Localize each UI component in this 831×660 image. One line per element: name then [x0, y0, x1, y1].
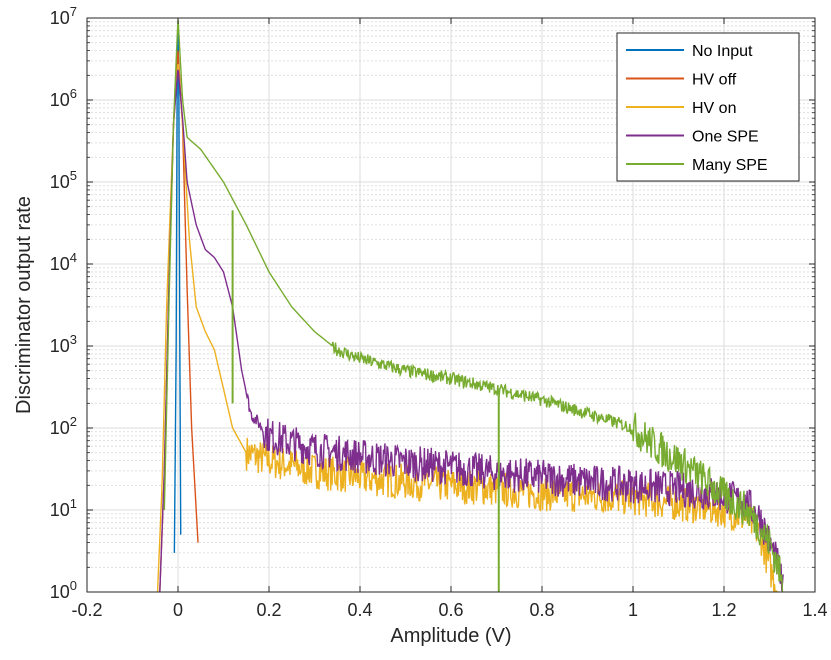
series-line-one-spe [159, 69, 784, 592]
y-tick-exponent: 1 [70, 496, 77, 511]
x-tick-label: 0.6 [438, 600, 463, 620]
legend-label: HV off [692, 72, 737, 89]
y-tick-label: 104 [50, 250, 77, 274]
y-tick-base: 10 [50, 336, 70, 356]
x-axis-title: Amplitude (V) [390, 625, 511, 647]
y-tick-base: 10 [50, 172, 70, 192]
y-tick-base: 10 [50, 418, 70, 438]
y-tick-exponent: 2 [70, 414, 77, 429]
y-tick-base: 10 [50, 8, 70, 28]
x-tick-label: 0.4 [347, 600, 372, 620]
y-tick-exponent: 0 [70, 578, 77, 593]
y-axis-title: Discriminator output rate [13, 196, 35, 414]
x-tick-label: 0 [173, 600, 183, 620]
y-tick-label: 100 [50, 578, 77, 602]
y-tick-label: 101 [50, 496, 77, 520]
legend-label: HV on [692, 100, 736, 117]
y-tick-base: 10 [50, 90, 70, 110]
legend-label: No Input [692, 43, 753, 60]
y-tick-exponent: 5 [70, 168, 77, 183]
x-tick-label: 0.2 [256, 600, 281, 620]
legend: No Input HV off HV on One SPE Many SPE [616, 32, 800, 182]
series-layer [156, 19, 784, 592]
y-tick-exponent: 7 [70, 4, 77, 19]
legend-label: One SPE [692, 129, 759, 146]
x-tick-labels: -0.2 0 0.2 0.4 0.6 0.8 1 1.2 1.4 [71, 600, 827, 620]
y-tick-label: 107 [50, 4, 77, 28]
axis-ticks [86, 17, 816, 593]
x-tick-label: 1.2 [711, 600, 736, 620]
x-tick-label: 1.4 [802, 600, 827, 620]
y-tick-label: 103 [50, 332, 77, 356]
y-tick-exponent: 4 [70, 250, 77, 265]
y-tick-label: 102 [50, 414, 77, 438]
y-tick-base: 10 [50, 500, 70, 520]
y-tick-base: 10 [50, 254, 70, 274]
y-tick-label: 106 [50, 86, 77, 110]
x-tick-label: 1 [628, 600, 638, 620]
x-tick-label: 0.8 [529, 600, 554, 620]
y-tick-exponent: 3 [70, 332, 77, 347]
legend-label: Many SPE [692, 157, 768, 174]
y-tick-label: 105 [50, 168, 77, 192]
y-tick-exponent: 6 [70, 86, 77, 101]
series-line-many-spe [163, 19, 784, 592]
y-tick-base: 10 [50, 582, 70, 602]
x-tick-label: -0.2 [71, 600, 102, 620]
